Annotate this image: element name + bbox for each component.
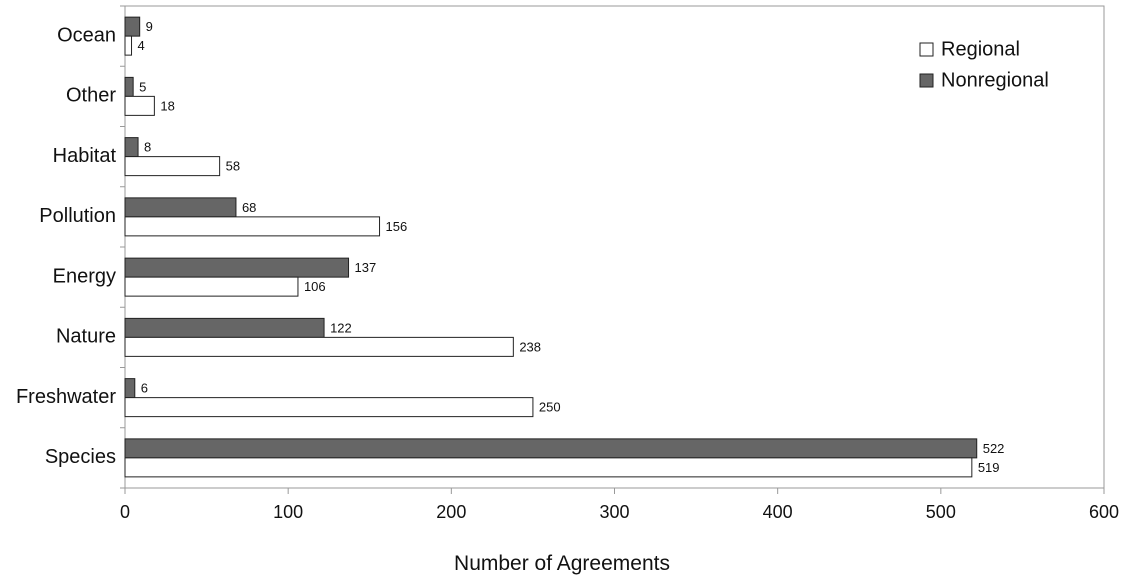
- data-label-nonregional-species: 522: [983, 441, 1005, 456]
- data-label-nonregional-nature: 122: [330, 320, 352, 335]
- x-tick-label: 400: [763, 502, 793, 522]
- data-label-nonregional-habitat: 8: [144, 140, 151, 155]
- data-label-nonregional-pollution: 68: [242, 200, 256, 215]
- x-tick-label: 100: [273, 502, 303, 522]
- category-label-energy: Energy: [53, 265, 116, 287]
- bar-regional-other: [124, 95, 155, 116]
- x-tick-label: 500: [926, 502, 956, 522]
- category-label-habitat: Habitat: [53, 145, 117, 167]
- bar-regional-energy: [124, 276, 299, 297]
- x-tick-label: 0: [120, 502, 130, 522]
- x-tick-label: 200: [436, 502, 466, 522]
- bar-regional-species: [124, 457, 973, 478]
- category-label-pollution: Pollution: [39, 205, 116, 227]
- data-label-regional-energy: 106: [304, 279, 326, 294]
- data-label-nonregional-ocean: 9: [146, 19, 153, 34]
- category-label-other: Other: [66, 85, 116, 107]
- category-label-nature: Nature: [56, 326, 116, 348]
- data-label-nonregional-freshwater: 6: [141, 381, 148, 396]
- x-tick-label: 300: [599, 502, 629, 522]
- bar-nonregional-species: [124, 438, 978, 459]
- x-axis-title: Number of Agreements: [454, 552, 670, 575]
- bar-regional-freshwater: [124, 397, 534, 418]
- bar-nonregional-habitat: [124, 137, 139, 158]
- bar-regional-nature: [124, 336, 514, 357]
- data-label-nonregional-other: 5: [139, 79, 146, 94]
- bar-nonregional-nature: [124, 317, 325, 338]
- bar-nonregional-freshwater: [124, 378, 136, 399]
- data-label-regional-habitat: 58: [226, 159, 240, 174]
- legend-swatch-regional: [919, 42, 934, 57]
- category-label-freshwater: Freshwater: [16, 386, 116, 408]
- bar-regional-habitat: [124, 156, 221, 177]
- legend-label-regional: Regional: [941, 38, 1020, 60]
- category-label-species: Species: [45, 446, 116, 468]
- bar-nonregional-energy: [124, 257, 350, 278]
- data-label-regional-other: 18: [160, 98, 174, 113]
- legend-swatch-nonregional: [919, 73, 934, 88]
- bar-regional-ocean: [124, 35, 133, 56]
- data-label-nonregional-energy: 137: [355, 260, 377, 275]
- category-label-ocean: Ocean: [57, 24, 116, 46]
- data-label-regional-species: 519: [978, 460, 1000, 475]
- bar-nonregional-other: [124, 76, 134, 97]
- legend-label-nonregional: Nonregional: [941, 69, 1049, 91]
- data-label-regional-freshwater: 250: [539, 400, 561, 415]
- data-label-regional-nature: 238: [519, 339, 541, 354]
- bar-nonregional-ocean: [124, 16, 141, 37]
- bar-nonregional-pollution: [124, 197, 237, 218]
- bar-regional-pollution: [124, 216, 381, 237]
- x-tick-label: 600: [1089, 502, 1119, 522]
- data-label-regional-ocean: 4: [138, 38, 145, 53]
- data-label-regional-pollution: 156: [386, 219, 408, 234]
